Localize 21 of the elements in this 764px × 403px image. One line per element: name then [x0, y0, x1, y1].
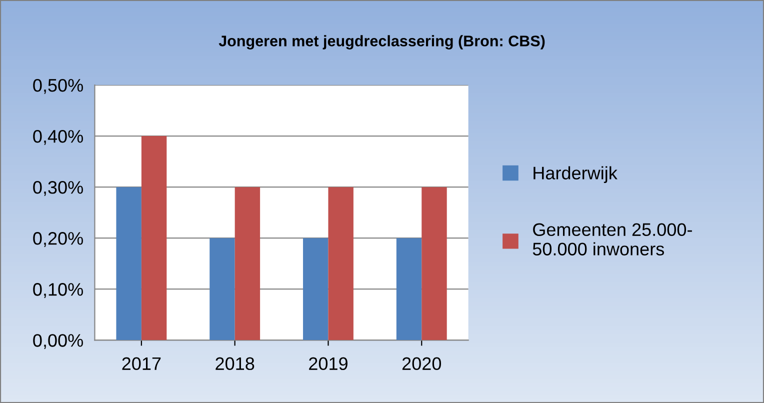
y-tick-label: 0,30%	[33, 181, 83, 196]
y-tick-label: 0,50%	[33, 78, 83, 94]
bar	[396, 238, 422, 340]
bar	[234, 187, 260, 340]
bar	[210, 238, 235, 340]
x-tick-label: 2019	[309, 357, 348, 370]
x-tick-label: 2018	[216, 357, 254, 370]
y-tick-label: 0,00%	[33, 334, 83, 349]
y-tick-label: 0,20%	[33, 232, 83, 247]
x-tick-label: 2017	[122, 357, 161, 370]
chart-title: Jongeren met jeugdreclassering (Bron: CBS)	[218, 35, 545, 50]
bar	[422, 187, 447, 340]
bar	[116, 187, 142, 340]
legend-label: Gemeenten 25.000- 50.000 inwoners	[532, 223, 692, 256]
legend-label: Harderwijk	[534, 166, 618, 184]
bar	[141, 136, 167, 340]
x-tick-label: 2020	[402, 357, 442, 370]
bar	[328, 187, 354, 340]
y-tick-label: 0,10%	[33, 283, 83, 298]
y-tick-label: 0,40%	[33, 130, 83, 145]
bar	[303, 238, 328, 340]
